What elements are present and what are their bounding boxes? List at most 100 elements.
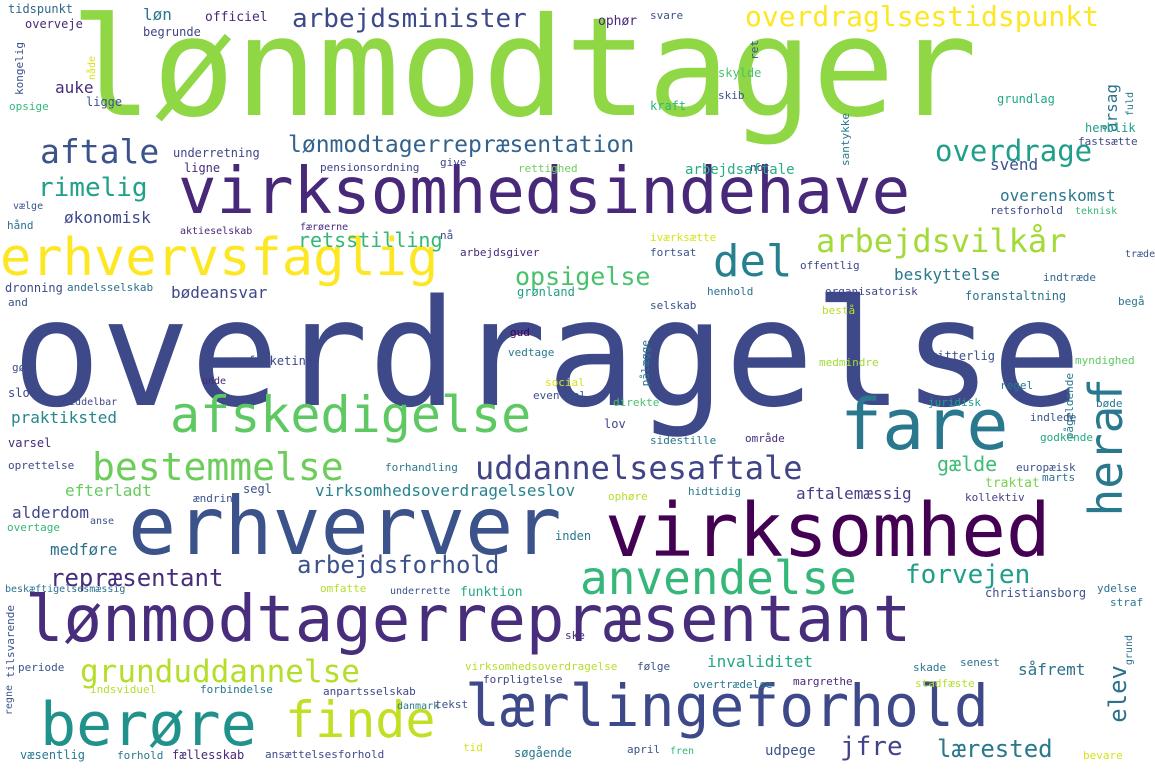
cloud-word: finde — [285, 691, 436, 749]
cloud-word: regne — [4, 685, 15, 716]
cloud-word: repræsentant — [50, 564, 224, 592]
cloud-word: ske — [565, 629, 585, 642]
cloud-word: forvejen — [905, 560, 1031, 590]
cloud-word: aftale — [40, 132, 160, 171]
cloud-word: indlede — [1030, 411, 1077, 424]
cloud-word: arbejdsgiver — [460, 246, 540, 259]
cloud-word: stadfæste — [915, 677, 975, 690]
cloud-word: bøde — [1096, 397, 1123, 410]
cloud-word: ophøre — [608, 490, 648, 503]
cloud-word: fuld — [1125, 92, 1136, 117]
cloud-word: hidtidig — [688, 485, 741, 498]
cloud-word: iværksætte — [650, 231, 717, 244]
cloud-word: ydelse — [1097, 582, 1137, 595]
cloud-word: område — [745, 432, 785, 445]
cloud-word: opsigelse — [515, 262, 651, 291]
cloud-word: erhverver — [128, 480, 562, 573]
cloud-word: umiddelbar — [57, 397, 118, 408]
cloud-word: hånd — [7, 219, 34, 232]
cloud-word: danmark — [397, 701, 440, 712]
cloud-word: ligge — [86, 95, 123, 109]
cloud-word: eventuel — [533, 389, 586, 402]
cloud-word: ansættelsesforhold — [265, 748, 385, 761]
cloud-word: periode — [18, 661, 65, 674]
cloud-word: underretning — [173, 146, 260, 160]
cloud-word: give — [440, 156, 467, 169]
cloud-word: anse — [90, 516, 115, 527]
cloud-word: sidestille — [650, 434, 717, 447]
cloud-word: kraft — [650, 99, 687, 113]
cloud-word: lærested — [937, 735, 1053, 763]
cloud-word: underrette — [390, 586, 451, 597]
cloud-word: pågældende — [1063, 373, 1076, 440]
cloud-word: fare — [840, 384, 1009, 466]
cloud-word: arbejdsaftale — [685, 162, 795, 178]
cloud-word: offentlig — [800, 259, 860, 272]
cloud-word: not — [750, 161, 770, 174]
cloud-word: april — [627, 743, 661, 756]
cloud-word: tilsvarende — [4, 605, 17, 678]
cloud-word: bevare — [1083, 749, 1123, 762]
cloud-word: varsel — [8, 436, 52, 450]
cloud-word: virksomhedsindehave — [178, 155, 911, 229]
cloud-word: dronning — [5, 281, 63, 295]
cloud-word: overenskomst — [1000, 186, 1116, 205]
cloud-word: inden — [555, 529, 592, 543]
cloud-word: arbejdsforhold — [297, 551, 500, 579]
cloud-word: virksomhedsoverdragelseslov — [315, 481, 576, 500]
cloud-word: udpege — [765, 743, 816, 759]
cloud-word: andelsselskab — [67, 281, 154, 294]
cloud-word: senest — [960, 656, 1000, 669]
cloud-word: ophør — [598, 14, 638, 29]
cloud-word: christiansborg — [985, 586, 1087, 600]
cloud-word: grundlag — [997, 92, 1055, 106]
cloud-word: svend — [990, 155, 1039, 174]
cloud-word: omfatte — [320, 582, 367, 595]
cloud-word: henhold — [707, 285, 754, 298]
cloud-word: følge — [637, 660, 671, 673]
cloud-word: grund — [1124, 635, 1135, 666]
cloud-word: ligne — [184, 161, 221, 175]
cloud-word: færøerne — [300, 222, 349, 233]
cloud-word: virksomhedsoverdragelse — [465, 660, 618, 673]
cloud-word: and — [8, 296, 28, 309]
cloud-word: alderdom — [12, 503, 90, 522]
cloud-word: funktion — [460, 585, 523, 600]
cloud-word: traktat — [985, 476, 1040, 491]
cloud-word: officiel — [205, 10, 268, 25]
cloud-word: uddannelsesaftale — [475, 449, 803, 487]
cloud-word: søgående — [514, 746, 572, 760]
cloud-word: ændring — [193, 492, 240, 505]
cloud-word: lønmodtagerrepræsentant — [25, 583, 912, 657]
cloud-word: aktieselskab — [180, 226, 253, 237]
cloud-word: fortsat — [650, 246, 697, 259]
cloud-word: godkende — [1040, 431, 1093, 444]
cloud-word: grønland — [517, 285, 575, 299]
cloud-word: begå — [1118, 295, 1145, 308]
cloud-word: gud — [510, 326, 530, 339]
cloud-word: gø — [12, 361, 26, 374]
cloud-word: bødeansvar — [171, 283, 268, 302]
cloud-word: juridisk — [928, 396, 981, 409]
cloud-word: auke — [55, 78, 94, 97]
cloud-word: kollektiv — [965, 491, 1025, 504]
cloud-word: retsstilling — [298, 228, 443, 252]
cloud-word: invaliditet — [707, 652, 813, 671]
cloud-word: nåde — [87, 56, 98, 81]
cloud-word: anpartsselskab — [323, 685, 416, 698]
cloud-word: forhandling — [385, 461, 458, 474]
cloud-word: aftalemæssig — [796, 484, 912, 503]
cloud-word: margrethe — [793, 675, 853, 688]
cloud-word: lærlingeforhold — [465, 672, 989, 740]
cloud-word: oprettelse — [8, 459, 75, 472]
cloud-word: overtage — [7, 521, 60, 534]
cloud-word: skade — [913, 661, 947, 674]
cloud-word: kongelig — [13, 42, 26, 95]
cloud-word: erhvervsfaglig — [0, 228, 439, 288]
cloud-word: myndighed — [1075, 354, 1135, 367]
cloud-word: træde — [1125, 249, 1155, 260]
cloud-word: europæisk — [1016, 461, 1076, 474]
cloud-word: folketing — [248, 354, 314, 368]
cloud-word: praktiksted — [11, 408, 117, 427]
